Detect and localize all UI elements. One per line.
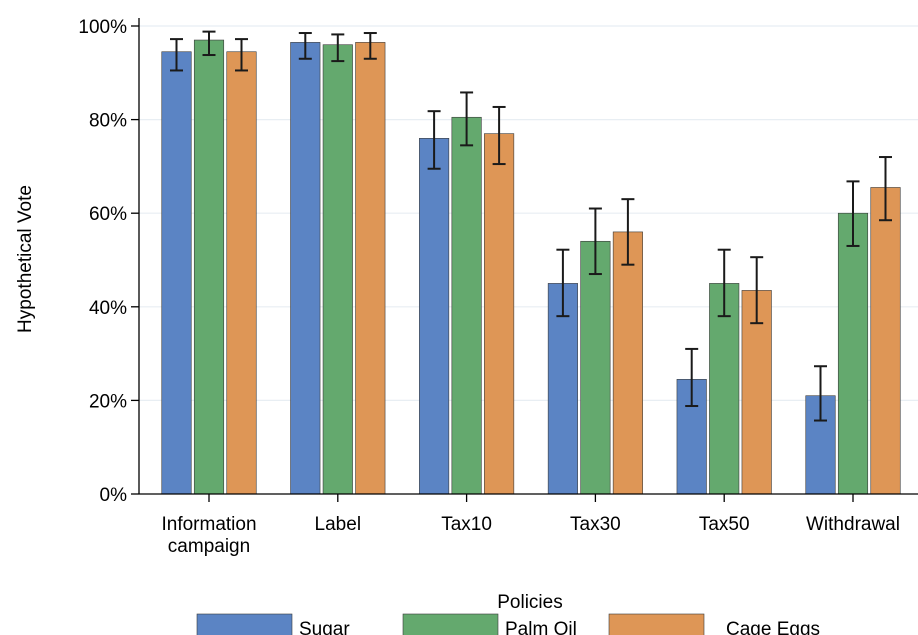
bar [580,240,611,495]
legend-swatch [608,613,705,635]
axes [138,18,918,495]
error-bar [846,180,860,247]
y-tick-label: 80% [89,111,127,132]
legend-label: Cage Eggs [726,619,820,635]
bar [612,231,643,495]
error-bar [717,248,731,318]
error-bar [814,365,827,422]
bar [226,51,257,495]
error-bar [556,248,570,318]
legend-label: Sugar [299,619,350,635]
legend-item: Cage Eggs [608,613,820,635]
bar [419,138,450,495]
bar [193,39,225,495]
bar [355,42,386,495]
error-bar [363,32,377,60]
y-tick-label: 0% [100,485,128,506]
bar [161,51,192,495]
legend-label: Palm Oil [505,619,577,635]
x-axis-label: Policies [497,592,562,613]
y-ticks: 0% 20% 40% 60% 80% 100% [78,17,139,506]
error-bar [298,32,312,60]
bar [484,133,515,495]
error-bar [235,38,248,72]
x-tick-label: Tax30 [570,514,621,535]
error-bar [588,207,602,276]
bar [290,42,321,495]
legend: Sugar Palm Oil Cage Eggs [196,613,820,635]
error-bars [170,30,892,422]
x-tick-label: Label [315,514,362,535]
x-tick-label: Withdrawal [806,514,900,535]
error-bar [492,105,506,166]
bar [322,44,353,495]
error-bar [750,256,764,325]
legend-item: Sugar [196,613,350,635]
bar [870,187,901,495]
error-bar [685,347,699,408]
y-tick-label: 20% [89,391,127,412]
x-tick-label: Information [161,514,256,535]
legend-swatch [402,613,499,635]
error-bar [460,91,474,147]
legend-swatch [196,613,293,635]
error-bar [879,156,892,222]
x-tick-label: Tax10 [441,514,492,535]
y-tick-label: 40% [89,298,127,319]
error-bar [427,110,441,170]
error-bar [331,33,345,63]
gridlines [139,25,918,401]
x-tick-label: campaign [168,536,250,557]
bar [837,212,869,495]
bar [451,116,482,495]
bars [161,39,901,495]
y-axis-label: Hypothetical Vote [15,185,36,333]
legend-item: Palm Oil [402,613,577,635]
x-tick-label: Tax50 [699,514,750,535]
error-bar [202,30,216,57]
y-tick-label: 100% [78,17,127,38]
bar [547,283,578,495]
error-bar [621,198,635,266]
y-tick-label: 60% [89,204,127,225]
error-bar [170,38,183,72]
